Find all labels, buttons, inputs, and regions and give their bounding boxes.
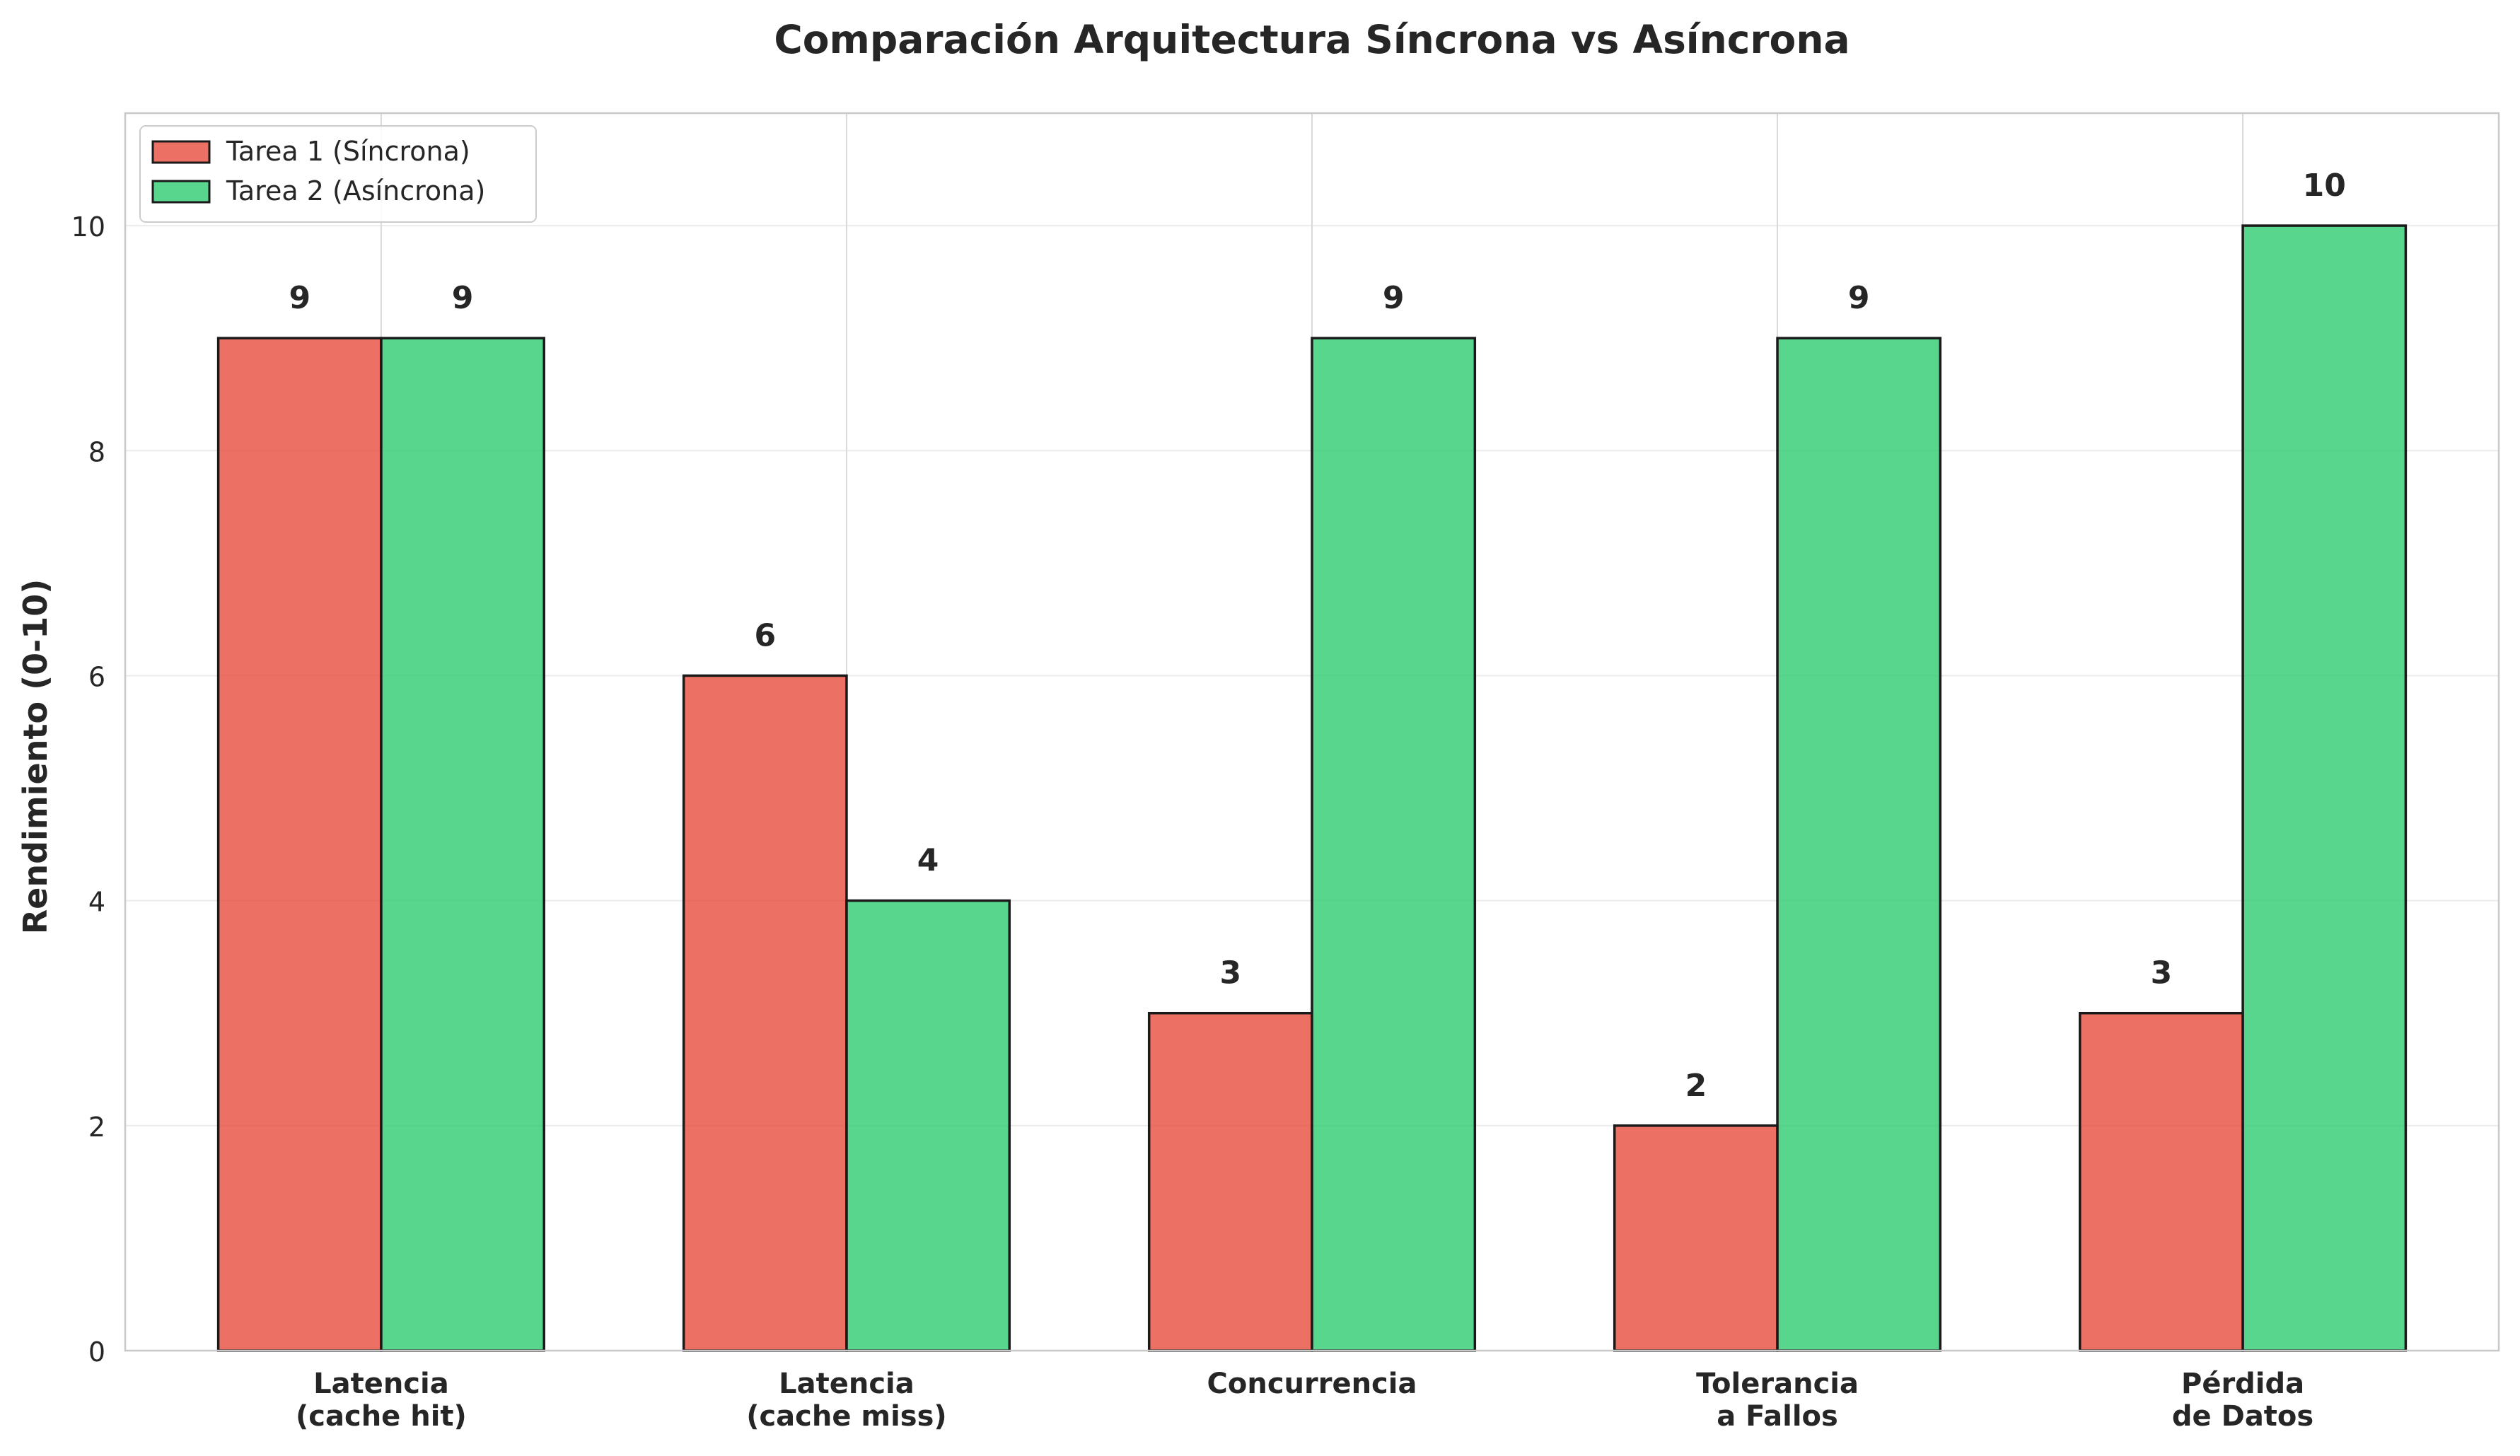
x-tick-label: Tolerancia a Fallos xyxy=(1696,1368,1859,1433)
legend-frame xyxy=(139,125,537,223)
bar-series-1 xyxy=(216,337,383,1352)
bar-value-label: 9 xyxy=(452,280,474,316)
x-tick-label-line: Latencia xyxy=(313,1368,449,1400)
bars-layer xyxy=(216,224,2408,1352)
bar-value-label: 6 xyxy=(754,617,776,653)
bar-value-label: 10 xyxy=(2303,168,2346,204)
x-tick-label-line: Pérdida xyxy=(2181,1368,2304,1400)
y-tick-label: 4 xyxy=(88,887,105,918)
y-tick-label: 6 xyxy=(88,661,105,692)
y-tick-label: 0 xyxy=(88,1336,105,1368)
bar-value-label: 3 xyxy=(2151,955,2173,991)
bar-series-1 xyxy=(1613,1124,1779,1352)
bar-value-label: 9 xyxy=(1383,280,1405,316)
bar-series-2 xyxy=(380,337,545,1352)
plot-frame xyxy=(124,112,2500,1352)
bar-series-2 xyxy=(1776,337,1942,1352)
x-tick-label-line: a Fallos xyxy=(1717,1400,1838,1433)
x-tick-label-line: Concurrencia xyxy=(1207,1368,1417,1400)
y-tick-label: 2 xyxy=(88,1112,105,1143)
x-tick-label: Latencia (cache hit) xyxy=(296,1368,467,1433)
legend-swatch-series-2 xyxy=(151,180,211,204)
x-tick-label: Concurrencia xyxy=(1207,1368,1417,1400)
bar-series-2 xyxy=(1311,337,1477,1352)
y-axis-label: Rendimiento (0-10) xyxy=(16,579,54,934)
bar-series-1 xyxy=(682,674,848,1352)
bar-value-label: 4 xyxy=(917,843,939,879)
legend: Tarea 1 (Síncrona) Tarea 2 (Asíncrona) xyxy=(139,125,537,223)
legend-label-series-1: Tarea 1 (Síncrona) xyxy=(226,136,470,167)
y-tick-label: 8 xyxy=(88,436,105,467)
bar-value-label: 3 xyxy=(1220,955,1242,991)
x-tick-label: Pérdida de Datos xyxy=(2172,1368,2313,1433)
legend-swatch-series-1 xyxy=(151,140,211,164)
x-tick-label-line: Latencia xyxy=(779,1368,914,1400)
bar-value-label: 9 xyxy=(1848,280,1870,316)
bar-value-label: 9 xyxy=(289,280,310,316)
x-tick-label-line: (cache miss) xyxy=(746,1400,947,1433)
bar-series-2 xyxy=(845,899,1011,1352)
legend-label-series-2: Tarea 2 (Asíncrona) xyxy=(226,175,485,206)
x-tick-label-line: de Datos xyxy=(2172,1400,2313,1433)
bar-series-1 xyxy=(1147,1011,1313,1352)
bar-series-1 xyxy=(2079,1011,2244,1352)
x-tick-label-line: Tolerancia xyxy=(1696,1368,1859,1400)
x-tick-label: Latencia (cache miss) xyxy=(746,1368,947,1433)
value-labels-layer: 9 6 3 2 3 9 4 9 9 10 xyxy=(289,168,2345,1104)
bar-value-label: 2 xyxy=(1685,1068,1707,1104)
chart-title: Comparación Arquitectura Síncrona vs Así… xyxy=(774,17,1850,62)
x-tick-label-line: (cache hit) xyxy=(296,1400,467,1433)
y-tick-label: 10 xyxy=(71,211,105,243)
bar-series-2 xyxy=(2241,224,2408,1352)
